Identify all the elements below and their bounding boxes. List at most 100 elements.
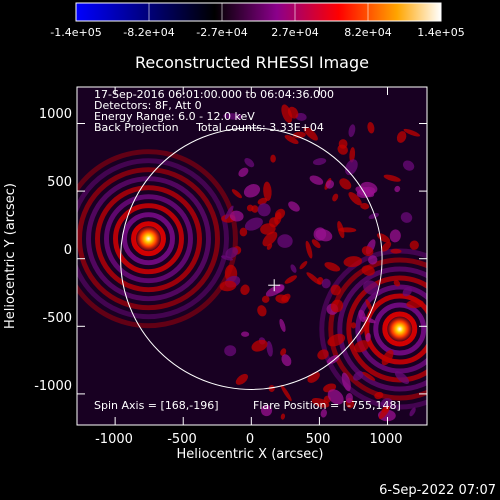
colorbar-tick-label: 8.2e+04 xyxy=(344,26,391,39)
sidelobe-blob xyxy=(368,213,380,219)
sidelobe-blob xyxy=(268,385,275,392)
sidelobe-ring xyxy=(113,203,184,275)
sidelobe-blob xyxy=(270,154,276,163)
flare-position-text: Flare Position = [-755,148] xyxy=(253,399,401,412)
colorbar-tick-label: -8.2e+04 xyxy=(123,26,174,39)
sidelobe-blob xyxy=(380,398,393,408)
sidelobe-blob xyxy=(261,295,270,303)
sidelobe-blob xyxy=(277,234,293,248)
sidelobe-blob xyxy=(229,210,244,222)
sidelobe-blob xyxy=(338,227,357,233)
sidelobe-blob xyxy=(235,373,248,385)
sidelobe-blob xyxy=(348,124,356,138)
sidelobe-blob xyxy=(243,184,261,198)
sidelobe-blob xyxy=(257,203,271,217)
colorbar: -1.4e+05 -8.2e+04 -2.7e+04 2.7e+04 8.2e+… xyxy=(50,2,465,39)
y-tick-label: 0 xyxy=(64,243,72,258)
y-tick-labels: 1000 500 0 -500 -1000 xyxy=(34,107,72,394)
sidelobe-blob xyxy=(219,280,237,292)
sidelobe-blob xyxy=(274,208,286,220)
sidelobe-blob xyxy=(238,167,249,177)
sidelobe-blob xyxy=(251,205,259,213)
sidelobe-blob xyxy=(361,246,374,257)
sidelobe-ring xyxy=(95,185,202,293)
sidelobe-blob xyxy=(360,181,378,194)
flare-source xyxy=(134,224,163,253)
sidelobe-blob xyxy=(343,256,363,268)
sidelobe-blob xyxy=(275,294,289,304)
sidelobe-ring xyxy=(122,212,175,266)
sidelobe-blob xyxy=(326,355,340,365)
sidelobe-blob xyxy=(265,284,284,297)
sidelobe-blob xyxy=(290,264,297,273)
sidelobe-blob xyxy=(260,404,273,417)
sidelobe-blob xyxy=(295,112,307,121)
sidelobe-blob xyxy=(381,349,394,366)
sidelobe-blob xyxy=(327,333,346,347)
sidelobe-blob xyxy=(311,239,321,249)
sidelobe-blob xyxy=(244,217,263,231)
x-axis-ticks xyxy=(114,87,389,425)
sidelobe-blob xyxy=(280,348,287,356)
sidelobe-blob xyxy=(240,284,250,296)
sidelobe-blob xyxy=(402,286,413,297)
sidelobe-blob xyxy=(396,131,407,143)
x-tick-label: -500 xyxy=(167,432,197,447)
image-area xyxy=(77,87,427,425)
spin-axis-marker xyxy=(268,279,281,292)
sidelobe-blob xyxy=(389,229,401,243)
sidelobe-blob xyxy=(349,147,356,163)
sidelobe-blob xyxy=(244,158,255,168)
sidelobe-blob xyxy=(239,227,248,237)
detectors: Detectors: 8F, Att 0 xyxy=(94,99,202,112)
sidelobe-ring xyxy=(355,284,427,374)
sidelobe-blob xyxy=(332,193,339,202)
spin-axis-text: Spin Axis = [168,-196] xyxy=(94,399,219,412)
sidelobe-blob xyxy=(348,192,362,206)
sidelobe-blob xyxy=(281,354,292,367)
solar-limb xyxy=(120,127,383,390)
sidelobe-blob xyxy=(367,121,375,134)
sidelobe-blob xyxy=(393,279,401,287)
y-tick-label: 1000 xyxy=(39,107,72,122)
sidelobe-blob xyxy=(309,175,324,185)
sidelobe-blob xyxy=(365,299,373,312)
y-tick-label: 500 xyxy=(47,175,72,190)
sidelobe-blob xyxy=(383,174,401,182)
sidelobe-blob xyxy=(353,340,370,353)
sidelobe-blob xyxy=(299,260,308,270)
sidelobe-blob xyxy=(262,231,278,247)
sidelobe-blob xyxy=(394,185,401,193)
sidelobe-ring xyxy=(104,194,193,284)
sidelobe-blob xyxy=(312,158,327,166)
sidelobe-blob xyxy=(251,339,268,352)
x-tick-labels: -1000 -500 0 500 1000 xyxy=(95,432,402,447)
sidelobe-blob xyxy=(365,332,371,342)
sidelobe-ring xyxy=(131,221,166,257)
y-axis-label: Heliocentric Y (arcsec) xyxy=(3,183,18,329)
sidelobe-blob xyxy=(307,371,320,383)
sidelobe-blob xyxy=(313,227,327,241)
time-range: 17-Sep-2016 06:01:00.000 to 06:04:36.000 xyxy=(94,88,334,101)
timestamp: 6-Sep-2022 07:07 xyxy=(379,483,496,498)
sidelobe-blob xyxy=(325,180,335,189)
sidelobe-blob xyxy=(263,181,272,201)
sidelobe-blob xyxy=(280,413,286,420)
sidelobe-blob xyxy=(409,240,419,250)
method-counts: Back Projection Total counts: 3.33E+04 xyxy=(94,121,324,134)
annotations: 17-Sep-2016 06:01:00.000 to 06:04:36.000… xyxy=(94,88,401,412)
sidelobe-blob xyxy=(287,106,299,119)
colorbar-tick-label: -1.4e+05 xyxy=(50,26,101,39)
colorbar-gradient xyxy=(75,2,442,22)
sidelobe-blob xyxy=(341,372,351,392)
sidelobe-blob xyxy=(306,272,322,285)
sidelobe-blob xyxy=(362,371,376,381)
sidelobe-ring xyxy=(77,158,229,320)
y-axis-ticks xyxy=(77,123,427,395)
sidelobe-blob xyxy=(284,134,299,145)
x-tick-label: 500 xyxy=(306,432,331,447)
energy-range: Energy Range: 6.0 - 12.0 keV xyxy=(94,110,255,123)
sidelobe-blob xyxy=(402,160,415,171)
sidelobe-blob xyxy=(268,217,279,228)
